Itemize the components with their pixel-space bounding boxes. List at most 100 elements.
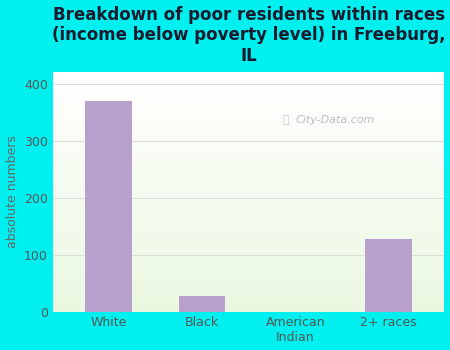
Bar — [53, 199, 445, 200]
Bar — [53, 79, 445, 80]
Bar — [53, 299, 445, 300]
Bar — [53, 188, 445, 190]
Bar — [53, 252, 445, 253]
Bar — [53, 154, 445, 155]
Bar — [53, 157, 445, 159]
Bar — [53, 216, 445, 217]
Bar — [365, 239, 412, 312]
Bar — [53, 192, 445, 193]
Bar — [53, 112, 445, 113]
Bar — [53, 277, 445, 278]
Bar — [53, 120, 445, 121]
Bar — [53, 223, 445, 224]
Bar — [53, 88, 445, 89]
Bar — [53, 203, 445, 204]
Bar — [53, 164, 445, 166]
Bar — [53, 187, 445, 188]
Bar — [53, 204, 445, 205]
Bar — [53, 301, 445, 302]
Bar — [53, 193, 445, 194]
Bar — [53, 148, 445, 149]
Bar — [53, 220, 445, 222]
Bar — [179, 296, 225, 312]
Bar — [53, 130, 445, 131]
Bar — [53, 310, 445, 312]
Bar — [53, 161, 445, 162]
Bar — [53, 273, 445, 274]
Bar — [53, 166, 445, 167]
Bar — [53, 185, 445, 186]
Bar — [53, 283, 445, 284]
Bar — [53, 72, 445, 74]
Bar — [53, 294, 445, 295]
Bar — [53, 265, 445, 266]
Bar — [53, 133, 445, 134]
Bar — [53, 138, 445, 139]
Bar — [53, 159, 445, 160]
Bar — [53, 236, 445, 237]
Bar — [53, 243, 445, 245]
Bar — [53, 208, 445, 209]
Bar — [53, 257, 445, 258]
Bar — [53, 89, 445, 90]
Bar — [53, 219, 445, 220]
Bar — [53, 285, 445, 286]
Bar — [53, 280, 445, 282]
Bar — [53, 259, 445, 260]
Bar — [53, 174, 445, 175]
Bar — [53, 240, 445, 241]
Bar — [53, 246, 445, 247]
Bar — [53, 224, 445, 225]
Bar — [53, 119, 445, 120]
Bar — [53, 94, 445, 95]
Bar — [53, 134, 445, 136]
Bar — [53, 249, 445, 251]
Bar — [53, 211, 445, 212]
Bar — [53, 231, 445, 233]
Bar — [53, 198, 445, 199]
Bar — [53, 186, 445, 187]
Bar — [53, 145, 445, 146]
Bar — [53, 222, 445, 223]
Bar — [53, 303, 445, 304]
Bar — [53, 270, 445, 271]
Bar — [53, 262, 445, 264]
Bar — [53, 109, 445, 111]
Bar — [53, 197, 445, 198]
Bar — [53, 200, 445, 202]
Bar — [53, 149, 445, 150]
Bar — [53, 131, 445, 132]
Bar — [53, 307, 445, 308]
Bar — [53, 264, 445, 265]
Bar — [53, 183, 445, 185]
Bar — [53, 78, 445, 79]
Bar — [53, 128, 445, 130]
Bar — [53, 209, 445, 210]
Bar — [53, 210, 445, 211]
Bar — [53, 272, 445, 273]
Bar — [53, 144, 445, 145]
Bar — [53, 234, 445, 235]
Bar — [53, 258, 445, 259]
Bar — [53, 227, 445, 228]
Bar — [53, 268, 445, 270]
Bar — [53, 260, 445, 261]
Bar — [53, 170, 445, 172]
Bar — [53, 90, 445, 91]
Bar — [53, 122, 445, 124]
Bar — [53, 155, 445, 156]
Bar — [53, 309, 445, 310]
Bar — [53, 97, 445, 99]
Bar — [53, 274, 445, 276]
Bar — [53, 225, 445, 227]
Bar — [53, 118, 445, 119]
Bar — [53, 279, 445, 280]
Bar — [53, 132, 445, 133]
Bar — [53, 76, 445, 77]
Bar — [53, 175, 445, 176]
Text: City-Data.com: City-Data.com — [295, 115, 374, 125]
Bar — [53, 242, 445, 243]
Bar — [53, 304, 445, 306]
Bar — [53, 139, 445, 140]
Bar — [53, 121, 445, 122]
